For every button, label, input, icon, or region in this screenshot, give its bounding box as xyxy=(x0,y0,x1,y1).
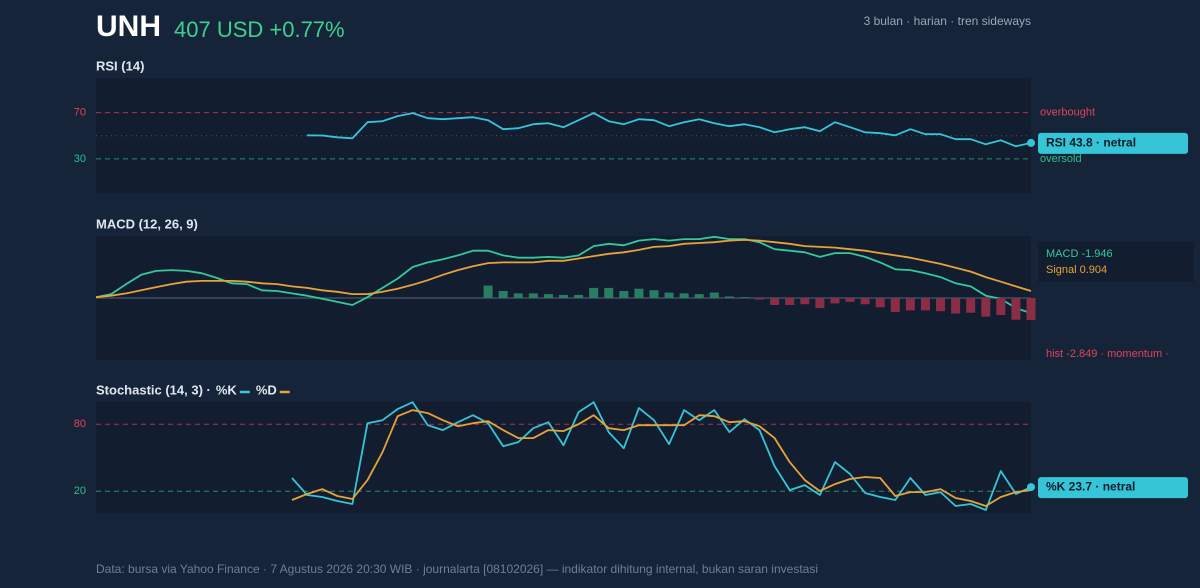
footer: Data: bursa via Yahoo Finance · 7 Agustu… xyxy=(96,562,818,576)
histogram-bar xyxy=(936,298,946,312)
histogram-bar xyxy=(559,294,568,298)
histogram-bar xyxy=(875,298,885,308)
level-annotation: oversold xyxy=(1040,153,1082,165)
price: 407 USD +0.77% xyxy=(174,17,345,42)
y-tick-label: 20 xyxy=(74,485,86,497)
histogram-bar xyxy=(694,294,704,298)
series-line xyxy=(307,112,1032,148)
series-line xyxy=(291,401,1032,511)
histogram-bar xyxy=(785,298,795,305)
histogram-bar xyxy=(574,294,584,298)
histogram-bar xyxy=(513,293,523,298)
ticker: UNH xyxy=(96,10,161,43)
histogram-bar xyxy=(604,287,614,298)
histogram-bar xyxy=(845,298,855,302)
histogram-bar xyxy=(543,294,553,298)
histogram-bar xyxy=(951,298,961,314)
histogram-bar xyxy=(664,292,674,298)
legend-entry: MACD -1.946 xyxy=(1046,248,1113,260)
panel-background xyxy=(96,402,1031,514)
histogram-bar xyxy=(770,298,780,305)
last-point xyxy=(1027,138,1035,147)
series-line xyxy=(95,235,1032,314)
subtitle: 3 bulan · harian · tren sideways xyxy=(864,14,1031,28)
panel-title: Stochastic (14, 3) · xyxy=(96,382,211,397)
legend-entry: %D xyxy=(256,382,277,397)
histogram-bar xyxy=(905,298,915,311)
histogram-bar xyxy=(890,298,900,312)
histogram-bar xyxy=(724,296,734,298)
histogram-bar xyxy=(528,293,538,298)
histogram-bar xyxy=(1026,298,1036,321)
histogram-bar xyxy=(483,285,493,298)
histogram-bar xyxy=(589,287,599,298)
histogram-bar xyxy=(860,298,870,305)
panel-title: RSI (14) xyxy=(96,58,144,73)
level-annotation: overbought xyxy=(1040,107,1095,119)
legend-entry: hist -2.849 · momentum · xyxy=(1046,348,1169,360)
legend-entry: %K xyxy=(216,382,238,397)
histogram-bar xyxy=(966,298,976,313)
last-point xyxy=(1027,483,1035,492)
histogram-bar xyxy=(996,298,1006,316)
histogram-bar xyxy=(981,298,991,317)
value-badge xyxy=(1038,477,1188,499)
value-badge-label: RSI 43.8 · netral xyxy=(1046,136,1136,150)
y-tick-label: 80 xyxy=(74,418,86,430)
y-tick-label: 70 xyxy=(74,107,86,119)
legend-entry: Signal 0.904 xyxy=(1046,264,1107,276)
histogram-bar xyxy=(830,298,840,304)
histogram-bar xyxy=(619,291,629,298)
legend-box xyxy=(1038,242,1194,282)
histogram-bar xyxy=(679,293,689,298)
value-badge-label: %K 23.7 · netral xyxy=(1046,480,1135,494)
histogram-bar xyxy=(634,288,644,298)
histogram-bar xyxy=(1011,298,1021,320)
histogram-bar xyxy=(800,298,810,305)
series-line xyxy=(291,409,1032,507)
series-line xyxy=(95,239,1032,299)
panel-title: MACD (12, 26, 9) xyxy=(96,216,198,231)
histogram-bar xyxy=(815,298,825,309)
histogram-bar xyxy=(755,298,765,300)
histogram-bar xyxy=(920,298,930,311)
histogram-bar xyxy=(649,290,659,298)
histogram-bar xyxy=(709,292,719,298)
y-tick-label: 30 xyxy=(74,153,86,165)
histogram-bar xyxy=(739,297,749,298)
histogram-bar xyxy=(498,291,508,298)
value-badge xyxy=(1038,132,1188,154)
